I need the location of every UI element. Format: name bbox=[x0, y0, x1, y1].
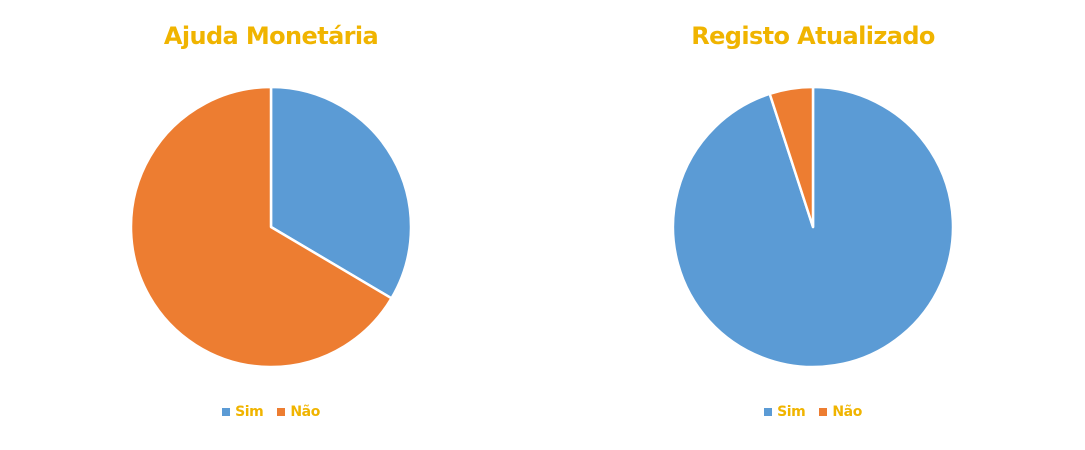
pie-slice-nao bbox=[129, 85, 393, 369]
pie-chart-registo-atualizado bbox=[671, 85, 955, 369]
pie-slice-nao bbox=[768, 85, 815, 229]
chart-ajuda-monetaria: Ajuda Monetária Sim Não bbox=[0, 0, 542, 450]
chart-title: Ajuda Monetária bbox=[163, 22, 379, 50]
legend-swatch-nao bbox=[819, 408, 828, 416]
legend-item-nao: Não bbox=[277, 404, 320, 420]
legend-swatch-nao bbox=[277, 408, 286, 416]
legend-swatch-sim bbox=[764, 408, 773, 416]
legend-item-sim: Sim bbox=[222, 404, 264, 420]
legend-item-sim: Sim bbox=[764, 404, 806, 420]
legend-label-nao: Não bbox=[290, 404, 320, 420]
legend-label-sim: Sim bbox=[235, 404, 264, 420]
chart-registo-atualizado: Registo Atualizado Sim Não bbox=[542, 0, 1084, 450]
pie-chart-ajuda-monetaria bbox=[129, 85, 413, 369]
legend-label-nao: Não bbox=[832, 404, 862, 420]
pie-slice-sim bbox=[269, 85, 413, 300]
legend-item-nao: Não bbox=[819, 404, 862, 420]
legend: Sim Não bbox=[0, 404, 542, 420]
legend-swatch-sim bbox=[222, 408, 231, 416]
legend: Sim Não bbox=[542, 404, 1084, 420]
legend-label-sim: Sim bbox=[777, 404, 806, 420]
chart-title: Registo Atualizado bbox=[691, 22, 935, 50]
